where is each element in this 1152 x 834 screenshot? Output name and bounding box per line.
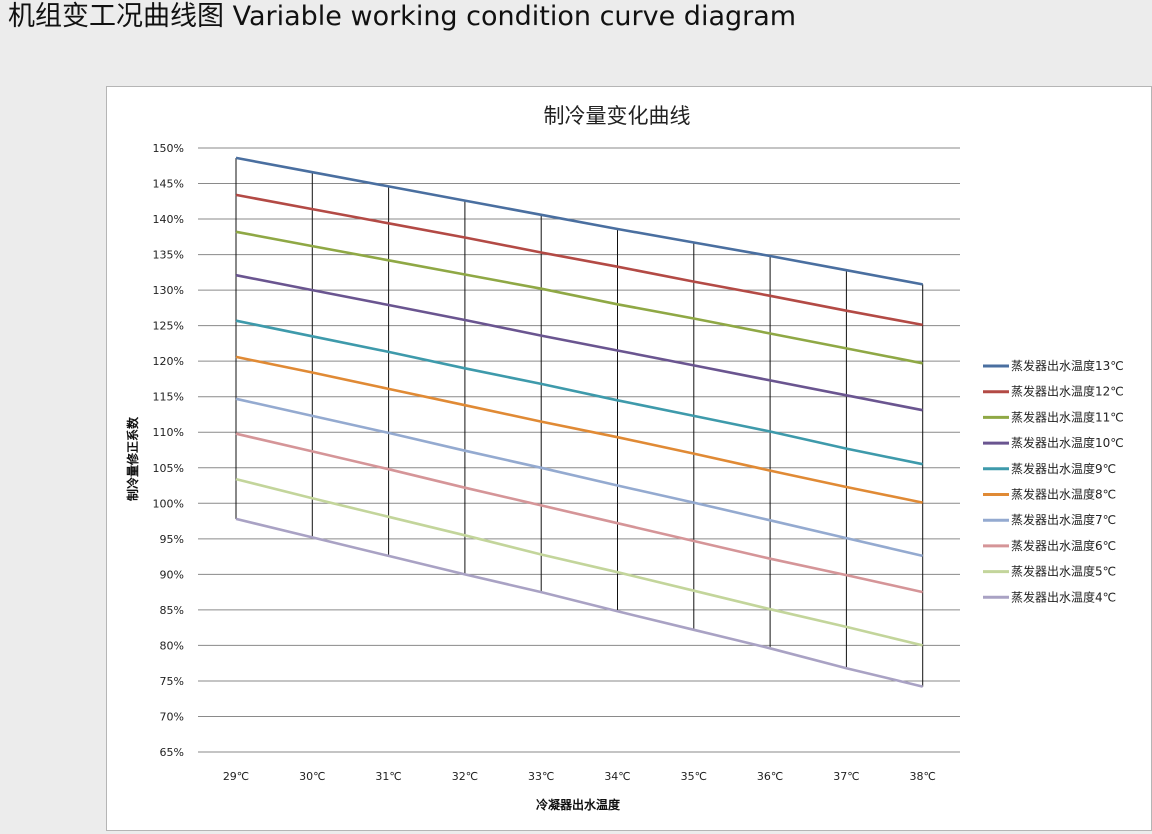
- y-tick-label: 150%: [153, 142, 184, 155]
- legend-entry: 蒸发器出水温度4℃: [1011, 589, 1116, 604]
- chart-frame: 制冷量变化曲线 65% 70% 75% 80% 85% 90% 95% 100% 105% 110…: [106, 86, 1152, 831]
- legend-entry: 蒸发器出水温度11℃: [1011, 409, 1124, 424]
- x-tick-labels: 29℃ 30℃ 31℃ 32℃ 33℃ 34℃ 35℃ 36℃ 37℃ 38℃: [223, 770, 936, 783]
- y-tick-label: 120%: [153, 355, 184, 368]
- y-tick-label: 90%: [160, 568, 184, 581]
- y-tick-label: 125%: [153, 320, 184, 333]
- x-tick-label: 36℃: [757, 770, 783, 783]
- x-tick-label: 29℃: [223, 770, 249, 783]
- legend-entry: 蒸发器出水温度13℃: [1011, 358, 1124, 373]
- y-tick-labels: 65% 70% 75% 80% 85% 90% 95% 100% 105% 110% 115% 120…: [153, 142, 184, 759]
- x-tick-label: 38℃: [910, 770, 936, 783]
- legend-entry: 蒸发器出水温度10℃: [1011, 435, 1124, 450]
- series-line-4: [235, 273, 923, 412]
- y-tick-label: 145%: [153, 178, 184, 191]
- y-tick-label: 115%: [153, 391, 184, 404]
- series-line-9: [235, 477, 924, 647]
- x-tick-label: 33℃: [528, 770, 554, 783]
- x-tick-label: 37℃: [833, 770, 859, 783]
- series-line-8: [235, 432, 923, 594]
- y-tick-label: 95%: [160, 533, 184, 546]
- y-tick-label: 130%: [153, 284, 184, 297]
- legend: 蒸发器出水温度13℃ 蒸发器出水温度12℃ 蒸发器出水温度11℃ 蒸发器出水温度10℃…: [983, 358, 1124, 604]
- chart-svg: 制冷量变化曲线 65% 70% 75% 80% 85% 90% 95% 100% 105% 110…: [125, 104, 1124, 812]
- y-tick-label: 140%: [153, 213, 184, 226]
- legend-entry: 蒸发器出水温度7℃: [1011, 512, 1116, 527]
- x-tick-label: 32℃: [452, 770, 478, 783]
- legend-entry: 蒸发器出水温度12℃: [1011, 384, 1124, 399]
- y-tick-label: 105%: [153, 462, 184, 475]
- legend-entry: 蒸发器出水温度5℃: [1011, 564, 1116, 579]
- chart-title: 制冷量变化曲线: [544, 104, 691, 128]
- series-line-7: [235, 397, 923, 558]
- legend-entry: 蒸发器出水温度9℃: [1011, 461, 1116, 476]
- series-lines: [235, 156, 924, 688]
- series-line-3: [235, 230, 923, 365]
- gridlines: [198, 147, 960, 753]
- y-tick-label: 70%: [160, 710, 184, 723]
- series-line-10: [235, 517, 924, 688]
- y-axis-title: 制冷量修正系数: [125, 416, 140, 501]
- series-line-5: [235, 319, 923, 466]
- legend-entry: 蒸发器出水温度8℃: [1011, 487, 1116, 502]
- drop-lines: [235, 157, 924, 687]
- legend-entry: 蒸发器出水温度6℃: [1011, 538, 1116, 553]
- y-tick-label: 135%: [153, 249, 184, 262]
- x-tick-label: 35℃: [681, 770, 707, 783]
- series-line-1: [235, 156, 923, 286]
- page-heading: 机组变工况曲线图 Variable working condition curv…: [8, 1, 797, 32]
- y-tick-label: 75%: [160, 675, 184, 688]
- series-line-2: [235, 193, 923, 327]
- series-line-6: [235, 355, 923, 504]
- x-tick-label: 31℃: [375, 770, 401, 783]
- x-tick-label: 34℃: [604, 770, 630, 783]
- x-tick-label: 30℃: [299, 770, 325, 783]
- y-tick-label: 110%: [153, 426, 184, 439]
- y-tick-label: 65%: [160, 746, 184, 759]
- y-tick-label: 85%: [160, 604, 184, 617]
- y-tick-label: 80%: [160, 639, 184, 652]
- y-tick-label: 100%: [153, 497, 184, 510]
- x-axis-title: 冷凝器出水温度: [536, 797, 621, 812]
